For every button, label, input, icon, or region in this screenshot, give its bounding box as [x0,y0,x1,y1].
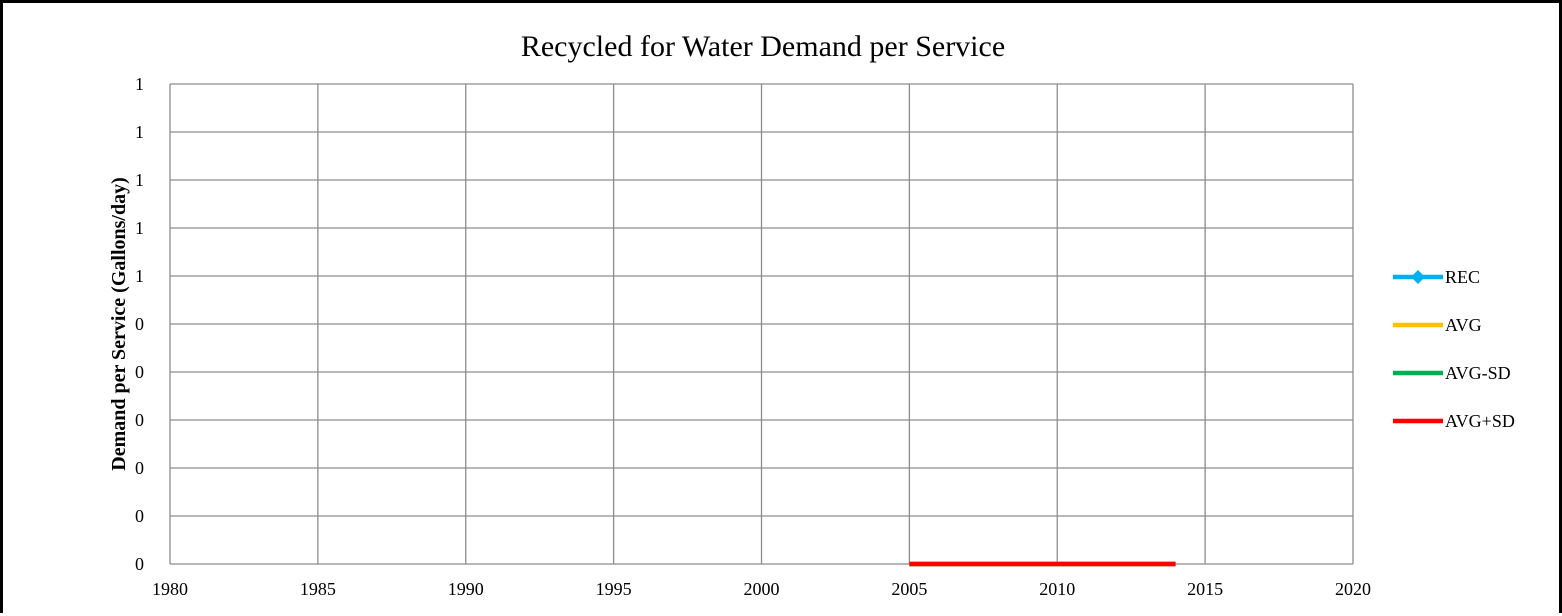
y-tick-label: 1 [135,266,144,286]
grid [169,83,1354,565]
y-tick-label: 0 [135,362,144,382]
y-tick-label: 1 [135,122,144,142]
legend-label-rec: REC [1445,267,1480,287]
x-tick-label: 2010 [1039,579,1075,599]
x-tick-label: 2005 [891,579,927,599]
x-tick-label: 1990 [448,579,484,599]
y-axis-label: Demand per Service (Gallons/day) [108,177,130,471]
y-tick-label: 1 [135,170,144,190]
x-axis-ticks: 1980 1985 1990 1995 2000 2005 2010 2015 2020 [152,579,1371,599]
x-tick-label: 1985 [300,579,336,599]
y-axis-ticks: 0 0 0 0 0 0 1 1 1 1 1 [135,74,144,574]
line-chart: Recycled for Water Demand per Service 19… [108,30,1515,599]
x-tick-label: 1980 [152,579,188,599]
chart-title: Recycled for Water Demand per Service [521,30,1005,63]
y-tick-label: 0 [135,554,144,574]
x-tick-label: 1995 [596,579,632,599]
legend: REC AVG AVG-SD AVG+SD [1393,267,1515,431]
legend-label-avg-sd: AVG-SD [1445,363,1511,383]
legend-label-avg: AVG [1445,315,1482,335]
x-tick-label: 2015 [1187,579,1223,599]
x-tick-label: 2000 [744,579,780,599]
x-tick-label: 2020 [1335,579,1371,599]
y-tick-label: 0 [135,458,144,478]
y-tick-label: 0 [135,410,144,430]
legend-marker-rec [1411,270,1425,284]
y-tick-label: 0 [135,314,144,334]
y-tick-label: 1 [135,218,144,238]
y-tick-label: 1 [135,74,144,94]
y-tick-label: 0 [135,506,144,526]
legend-label-avg-sd: AVG+SD [1445,411,1515,431]
